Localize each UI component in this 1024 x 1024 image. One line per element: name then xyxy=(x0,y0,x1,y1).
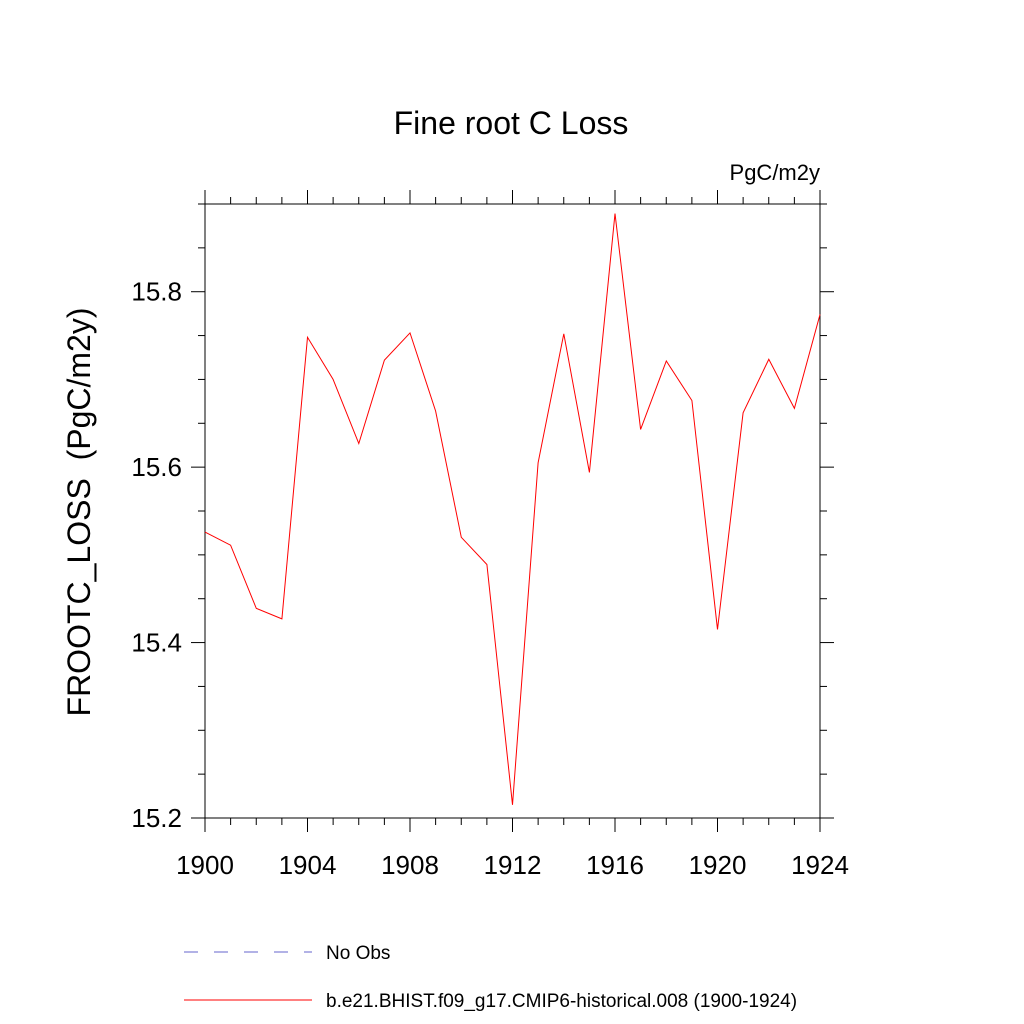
x-tick-label: 1900 xyxy=(176,850,234,880)
x-tick-label: 1924 xyxy=(791,850,849,880)
legend: No Obs b.e21.BHIST.f09_g17.CMIP6-historic… xyxy=(184,943,797,1012)
y-tick-label: 15.4 xyxy=(131,628,182,658)
series-lines xyxy=(204,213,821,805)
x-tick-label: 1920 xyxy=(689,850,747,880)
y-axis-label: FROOTC_LOSS (PgC/m2y) xyxy=(61,308,97,717)
x-tick-label: 1904 xyxy=(279,850,337,880)
axis-ticks xyxy=(191,190,834,832)
legend-label: b.e21.BHIST.f09_g17.CMIP6-historical.008… xyxy=(326,991,797,1012)
x-tick-label: 1908 xyxy=(381,850,439,880)
legend-label: No Obs xyxy=(326,943,390,964)
y-tick-label: 15.8 xyxy=(131,277,182,307)
units-label: PgC/m2y xyxy=(730,160,820,185)
y-tick-label: 15.6 xyxy=(131,452,182,482)
x-tick-label: 1912 xyxy=(484,850,542,880)
plot-frame xyxy=(204,203,821,819)
y-tick-labels: 15.2 15.4 15.6 15.8 xyxy=(131,277,182,833)
y-tick-label: 15.2 xyxy=(131,803,182,833)
series-line xyxy=(204,213,821,805)
chart-title: Fine root C Loss xyxy=(394,105,629,141)
x-tick-label: 1916 xyxy=(586,850,644,880)
x-tick-labels: 1900 1904 1908 1912 1916 1920 1924 xyxy=(176,850,849,880)
